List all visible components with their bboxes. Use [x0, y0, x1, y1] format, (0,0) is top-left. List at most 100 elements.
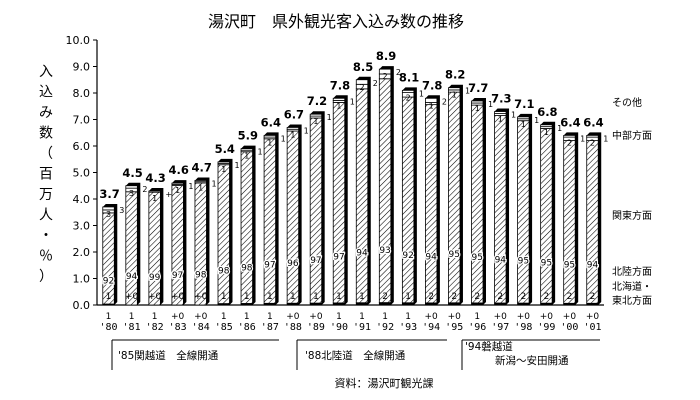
event-label: 新潟～安田開通 [495, 354, 569, 367]
x-label-indicator: +0 [563, 312, 577, 322]
x-label-year: '83 [169, 322, 187, 333]
segment-other [332, 97, 346, 101]
bar-label-base: 1 [290, 292, 296, 302]
bar-label-other: 1 [488, 100, 493, 109]
bar-label-kanto: 95 [448, 250, 459, 260]
segment-other [448, 87, 461, 91]
x-label-year: '81 [123, 322, 141, 333]
bar-label-base: 1 [106, 292, 112, 302]
legend-label: 東北方面 [612, 294, 652, 307]
y-tick-label: 1.0 [73, 273, 91, 286]
segment-other [540, 124, 553, 128]
bar-label-kanto: 92 [103, 276, 114, 286]
x-label-indicator: +0 [194, 312, 208, 322]
y-axis-title-char: ％ [39, 249, 53, 265]
bar-total-label: 4.6 [168, 163, 188, 177]
segment-chubu [148, 190, 161, 193]
segment-kanto [401, 96, 415, 304]
segment-other [494, 111, 507, 114]
x-label-indicator: 1 [221, 312, 227, 322]
bar-label-chubu: 1 [498, 115, 503, 124]
bar-label-base: 1 [313, 292, 319, 302]
bar-label-kanto: 95 [564, 261, 575, 271]
bar-total-label: 6.4 [583, 115, 603, 129]
x-label-year: '88 [284, 322, 302, 333]
bar-label-kanto: 95 [472, 253, 483, 263]
bar-label-other: 1 [327, 113, 332, 122]
x-label-year: '85 [215, 322, 233, 333]
y-axis-title-char: 万 [39, 187, 53, 203]
x-label-year: '87 [261, 322, 279, 333]
x-label-indicator: 1 [244, 312, 250, 322]
bar-label-other: 1 [580, 134, 585, 143]
bar-label-other: 1 [465, 87, 470, 96]
segment-other [194, 180, 207, 183]
bar-label-chubu: 2 [590, 138, 595, 147]
x-label-indicator: +0 [286, 312, 300, 322]
event-label: '85関越道 全線開通 [118, 349, 219, 362]
y-axis-ticks: 0.0 1.0 2.0 3.0 4.0 5.0 6.0 7.0 8.0 9.0 10.0 [66, 34, 97, 312]
bar-label-other: 2 [442, 97, 447, 106]
bar-label-chubu: 1 [336, 101, 341, 110]
bar-total-label: 7.3 [491, 92, 511, 106]
bar-total-label: 6.4 [560, 115, 580, 129]
segment-kanto [586, 140, 599, 304]
x-label-indicator: 1 [336, 312, 342, 322]
bar-total-label: 8.1 [399, 70, 419, 84]
x-label-indicator: +0 [517, 312, 531, 322]
x-label-year: '96 [468, 322, 486, 333]
bar-label-kanto: 95 [541, 258, 552, 268]
bar-total-label: 7.7 [468, 81, 488, 95]
bar-label-base: 1 [267, 292, 273, 302]
bar-total-label: 7.8 [422, 78, 442, 92]
bar-label-kanto: 97 [264, 261, 275, 271]
bar-label-base: 2 [428, 292, 434, 302]
bar-total-label: 5.9 [238, 129, 258, 143]
bar-label-base: 2 [382, 292, 388, 302]
segment-kanto [471, 104, 484, 304]
x-label-indicator: +0 [586, 312, 600, 322]
bar-label-kanto: 97 [310, 256, 321, 266]
bar-label-base: 1 [336, 292, 342, 302]
segment-other [171, 182, 184, 185]
event-label: '88北陸道 全線開通 [305, 349, 406, 362]
bar-label-other: 1 [235, 161, 240, 170]
bar-label-kanto: 98 [218, 267, 230, 277]
y-axis-title-char: ・ [39, 228, 53, 244]
legend-label: 関東方面 [612, 209, 652, 222]
bar-label-other: +0 [165, 190, 177, 199]
x-label-year: '82 [146, 322, 164, 333]
x-label-year: '90 [330, 322, 348, 333]
bar-label-chubu: 1 [521, 120, 526, 129]
x-label-indicator: +0 [309, 312, 323, 322]
x-label-year: '89 [307, 322, 325, 333]
bar-label-other: 1 [511, 111, 516, 120]
bar-label-kanto: 94 [126, 272, 138, 282]
bar-label-chubu: 2 [359, 83, 364, 92]
segment-kanto [540, 128, 553, 304]
bar-label-chubu: 3 [129, 189, 134, 198]
y-axis-title-char: 人 [39, 208, 53, 224]
bar-total-label: 7.8 [330, 78, 350, 92]
bar-label-base: 1 [221, 292, 227, 302]
bar-label-chubu: 1 [475, 104, 480, 113]
segment-kanto [309, 117, 323, 304]
bar-label-kanto: 93 [379, 246, 390, 256]
bar-total-label: 8.2 [445, 68, 465, 82]
bar-label-chubu: 1 [429, 101, 434, 110]
segment-kanto [517, 120, 530, 304]
bar-label-base: +0 [148, 292, 162, 302]
x-label-indicator: 1 [106, 312, 112, 322]
bar-total-label: 6.7 [284, 107, 304, 121]
bar-total-label: 7.1 [514, 97, 534, 111]
bar-label-kanto: 99 [149, 273, 161, 283]
x-label-indicator: 1 [129, 312, 135, 322]
bar-label-chubu: 1 [152, 194, 157, 203]
bar-label-kanto: 98 [195, 271, 207, 281]
segment-other [471, 100, 484, 104]
segment-other [355, 79, 369, 85]
segment-other [217, 161, 230, 164]
segment-other [586, 134, 599, 138]
